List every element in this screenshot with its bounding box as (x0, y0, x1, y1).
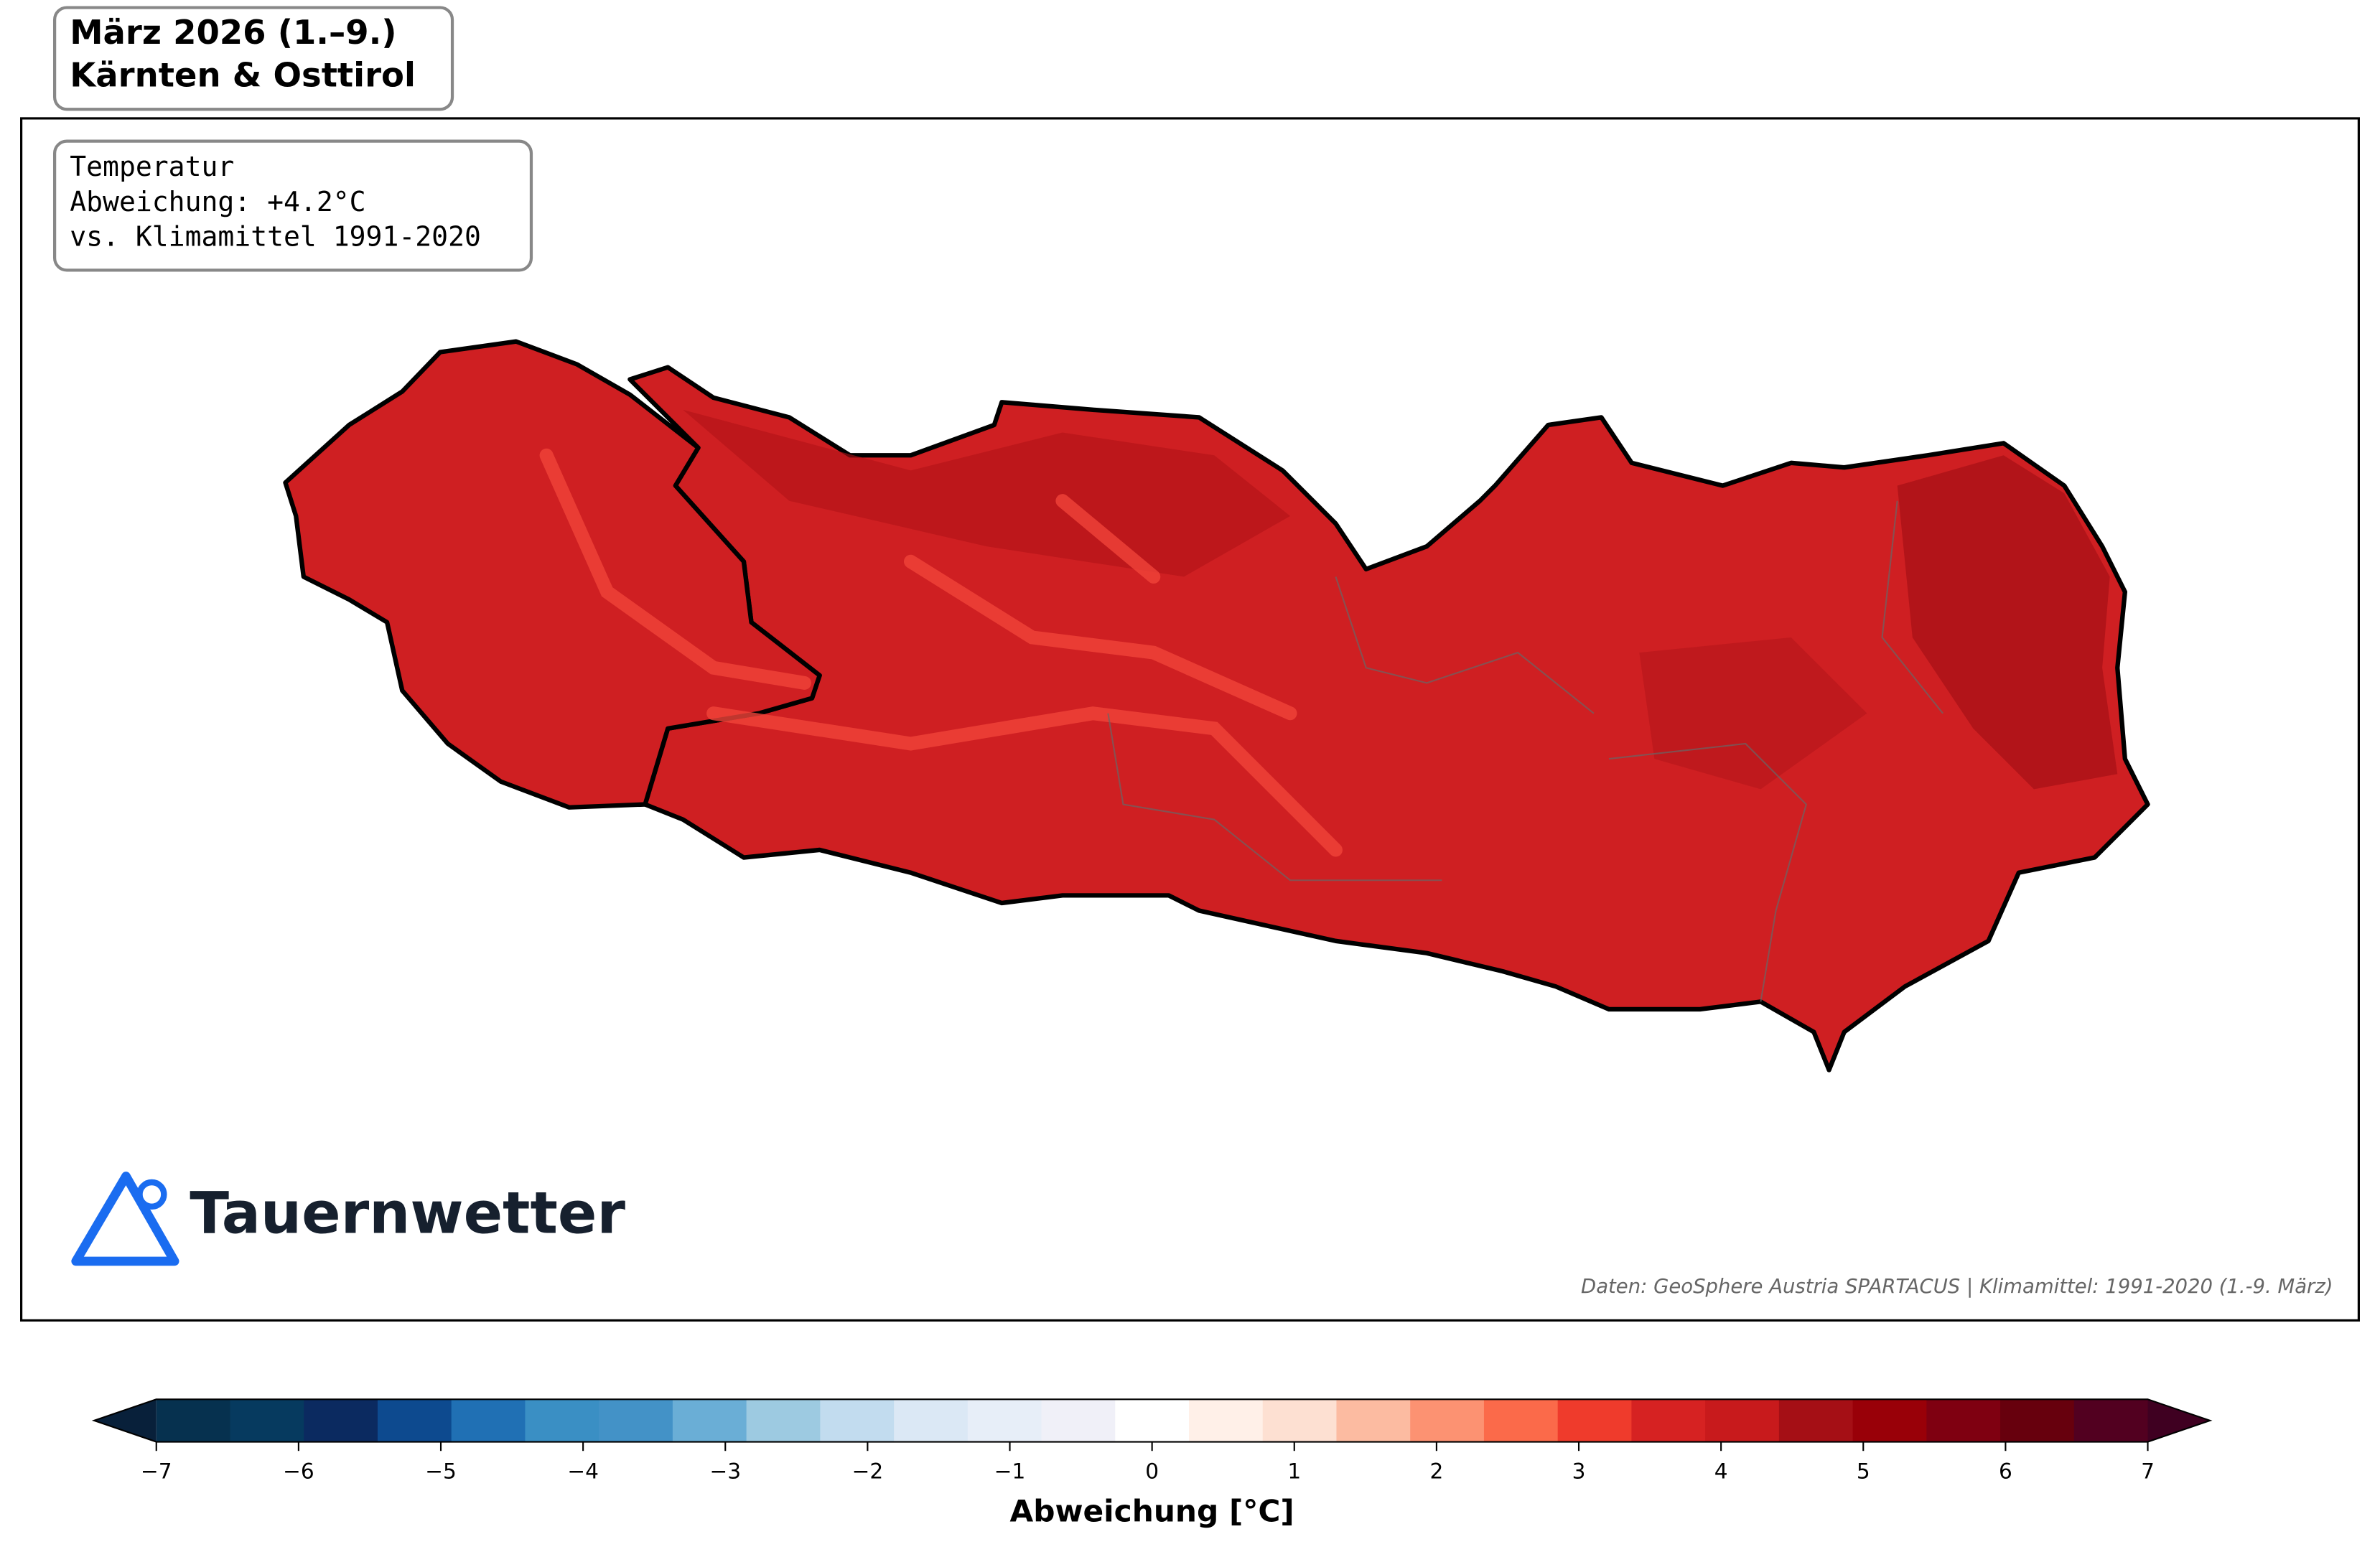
colorbar-segment (1705, 1399, 1780, 1442)
colorbar-tick-label: −1 (994, 1459, 1026, 1483)
colorbar-segment (377, 1399, 452, 1442)
colorbar-extend-low (94, 1399, 157, 1442)
colorbar-tick-label: 6 (1999, 1459, 2012, 1483)
logo-text: Tauernwetter (190, 1179, 625, 1247)
colorbar: −7 −6 −5 −4 −3 −2 −1 0 1 2 3 4 5 6 7 (91, 1398, 2213, 1483)
title-line: Kärnten & Osttirol (70, 55, 416, 94)
warm-area (683, 409, 1291, 577)
colorbar-tick-label: 3 (1572, 1459, 1586, 1483)
colorbar-segment (967, 1399, 1042, 1442)
region (283, 339, 2150, 1072)
logo: Tauernwetter (71, 1172, 625, 1266)
colorbar-tick-label: 2 (1429, 1459, 1443, 1483)
colorbar-segment (1557, 1399, 1633, 1442)
colorbar-segment (1778, 1399, 1854, 1442)
osttirol (283, 339, 822, 810)
colorbar-segment (746, 1399, 821, 1442)
colorbar-segment (156, 1399, 231, 1442)
warm-area (1897, 455, 2118, 790)
colorbar-segment (1852, 1399, 1928, 1442)
colorbar-tick-label: 1 (1287, 1459, 1301, 1483)
colorbar-segment (894, 1399, 969, 1442)
colorbar-segment (2073, 1399, 2149, 1442)
colorbar-segment (820, 1399, 895, 1442)
colorbar-extend-high (2147, 1399, 2211, 1442)
colorbar-segment (599, 1399, 673, 1442)
colorbar-segment (2000, 1399, 2075, 1442)
colorbar-tick-label: −6 (283, 1459, 314, 1483)
logo-dot (136, 1179, 167, 1210)
logo-icon (71, 1172, 179, 1266)
source: Daten: GeoSphere Austria SPARTACUS | Kli… (1581, 1275, 2333, 1298)
info-line: Temperatur (70, 151, 234, 182)
colorbar-segment (230, 1399, 305, 1442)
colorbar-segment (304, 1399, 379, 1442)
colorbar-segment (672, 1399, 747, 1442)
title-box (52, 6, 454, 111)
colorbar-tick-label: −7 (141, 1459, 172, 1483)
warm-area (1639, 637, 1867, 790)
colorbar-segment (1336, 1399, 1411, 1442)
colorbar-segment (1483, 1399, 1559, 1442)
colorbar-label: Abweichung [°C] (1010, 1493, 1294, 1528)
colorbar-segment (1189, 1399, 1264, 1442)
info-box (52, 139, 533, 272)
colorbar-segment (1115, 1399, 1190, 1442)
colorbar-segment (1262, 1399, 1338, 1442)
colorbar-tick-label: 4 (1714, 1459, 1728, 1483)
district-border (1107, 500, 1943, 1002)
colorbar-tick-label: −2 (852, 1459, 884, 1483)
colorbar-tick-label: −3 (709, 1459, 741, 1483)
valley (539, 448, 1343, 857)
colorbar-segment (525, 1399, 600, 1442)
colorbar-segment (1041, 1399, 1116, 1442)
colorbar-segment (1410, 1399, 1485, 1442)
colorbar-tick-label: 7 (2141, 1459, 2155, 1483)
title-line: März 2026 (1.–9.) (70, 13, 396, 52)
colorbar-segment (1926, 1399, 2002, 1442)
colorbar-tick-label: 0 (1145, 1459, 1159, 1483)
colorbar-tick-label: 5 (1857, 1459, 1870, 1483)
info-line: Abweichung: +4.2°C (70, 186, 365, 218)
colorbar-segment (451, 1399, 526, 1442)
colorbar-segment (1631, 1399, 1707, 1442)
info-line: vs. Klimamittel 1991-2020 (70, 220, 481, 252)
colorbar-tick-label: −4 (567, 1459, 599, 1483)
colorbar-tick-label: −5 (425, 1459, 457, 1483)
